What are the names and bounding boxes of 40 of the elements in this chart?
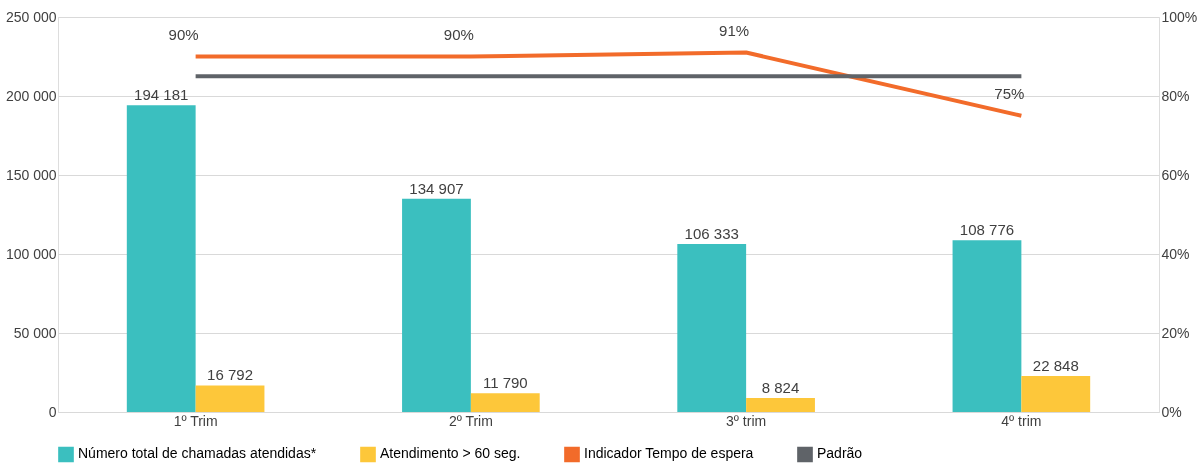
data-label: 90% bbox=[443, 25, 474, 43]
bar bbox=[746, 398, 815, 412]
legend-label: Atendimento > 60 seg. bbox=[380, 445, 521, 462]
bar bbox=[470, 393, 540, 412]
legend-label: Número total de chamadas atendidas* bbox=[78, 445, 317, 462]
y2-tick-label: 20% bbox=[1161, 324, 1190, 341]
legend-label: Indicador Tempo de espera bbox=[584, 445, 754, 462]
y-tick-label: 150 000 bbox=[5, 166, 57, 183]
bar bbox=[677, 243, 747, 412]
y2-tick-label: 80% bbox=[1161, 87, 1190, 104]
bar bbox=[195, 385, 265, 412]
x-tick-label: 2º Trim bbox=[448, 412, 493, 429]
data-label: 16 792 bbox=[207, 366, 253, 384]
y2-tick-label: 100% bbox=[1161, 8, 1198, 25]
data-label: 75% bbox=[994, 84, 1025, 102]
legend-label: Padrão bbox=[817, 445, 863, 462]
y-tick-label: 200 000 bbox=[5, 87, 57, 104]
data-label: 106 333 bbox=[684, 224, 739, 242]
y-tick-label: 100 000 bbox=[5, 245, 57, 262]
y-tick-label: 0 bbox=[48, 403, 57, 420]
x-tick-label: 1º Trim bbox=[173, 412, 218, 429]
bar bbox=[126, 105, 196, 412]
bar bbox=[402, 198, 471, 412]
bar bbox=[1021, 375, 1091, 412]
data-label: 22 848 bbox=[1032, 356, 1079, 374]
data-label: 194 181 bbox=[134, 86, 189, 104]
y2-tick-label: 0% bbox=[1161, 403, 1182, 420]
y-tick-label: 50 000 bbox=[13, 324, 57, 341]
data-label: 90% bbox=[168, 25, 199, 43]
y-tick-label: 250 000 bbox=[5, 8, 57, 25]
data-label: 91% bbox=[719, 21, 750, 39]
y2-tick-label: 40% bbox=[1161, 245, 1190, 262]
data-label: 8 824 bbox=[761, 379, 800, 397]
data-label: 11 790 bbox=[482, 374, 528, 392]
data-label: 134 907 bbox=[409, 179, 464, 197]
x-tick-label: 3º trim bbox=[726, 412, 767, 429]
y2-tick-label: 60% bbox=[1161, 166, 1190, 183]
data-label: 108 776 bbox=[959, 221, 1015, 239]
x-tick-label: 4º trim bbox=[1001, 412, 1042, 429]
bar bbox=[952, 240, 1022, 412]
